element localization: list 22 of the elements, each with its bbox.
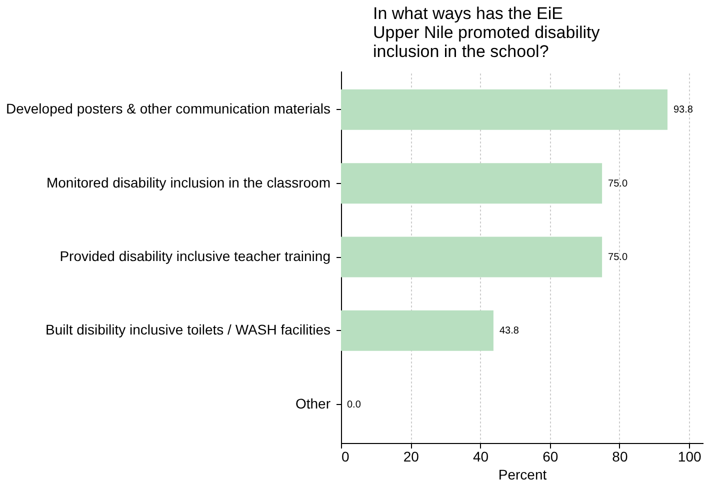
bar [341, 163, 602, 204]
y-tick-label: Built disibility inclusive toilets / WASH facilities [45, 322, 330, 338]
data-label: 93.8 [673, 104, 694, 116]
x-tick-label: 100 [678, 448, 702, 464]
x-tick-label: 60 [542, 448, 558, 464]
data-label: 75.0 [608, 252, 628, 263]
bar [341, 236, 602, 278]
x-tick-label: 0 [342, 448, 350, 464]
bar [341, 89, 668, 130]
y-tick-label: Developed posters & other communication materials [6, 100, 330, 117]
x-tick-label: 20 [403, 448, 420, 464]
x-tick-label: 40 [472, 448, 489, 464]
data-label: 0.0 [347, 399, 362, 410]
data-label: 43.8 [499, 326, 520, 337]
y-tick-label: Provided disability inclusive teacher training [60, 248, 330, 264]
chart-title: In what ways has the EiE Upper Nile promoted disability inclusion in the school? [373, 4, 600, 61]
x-tick-label: 80 [612, 448, 628, 464]
y-tick-label: Monitored disability inclusion in the classroom [46, 174, 330, 190]
data-label: 75.0 [608, 178, 628, 190]
x-axis-title: Percent [498, 466, 547, 482]
bar [341, 310, 494, 351]
y-tick-label: Other [295, 395, 331, 412]
